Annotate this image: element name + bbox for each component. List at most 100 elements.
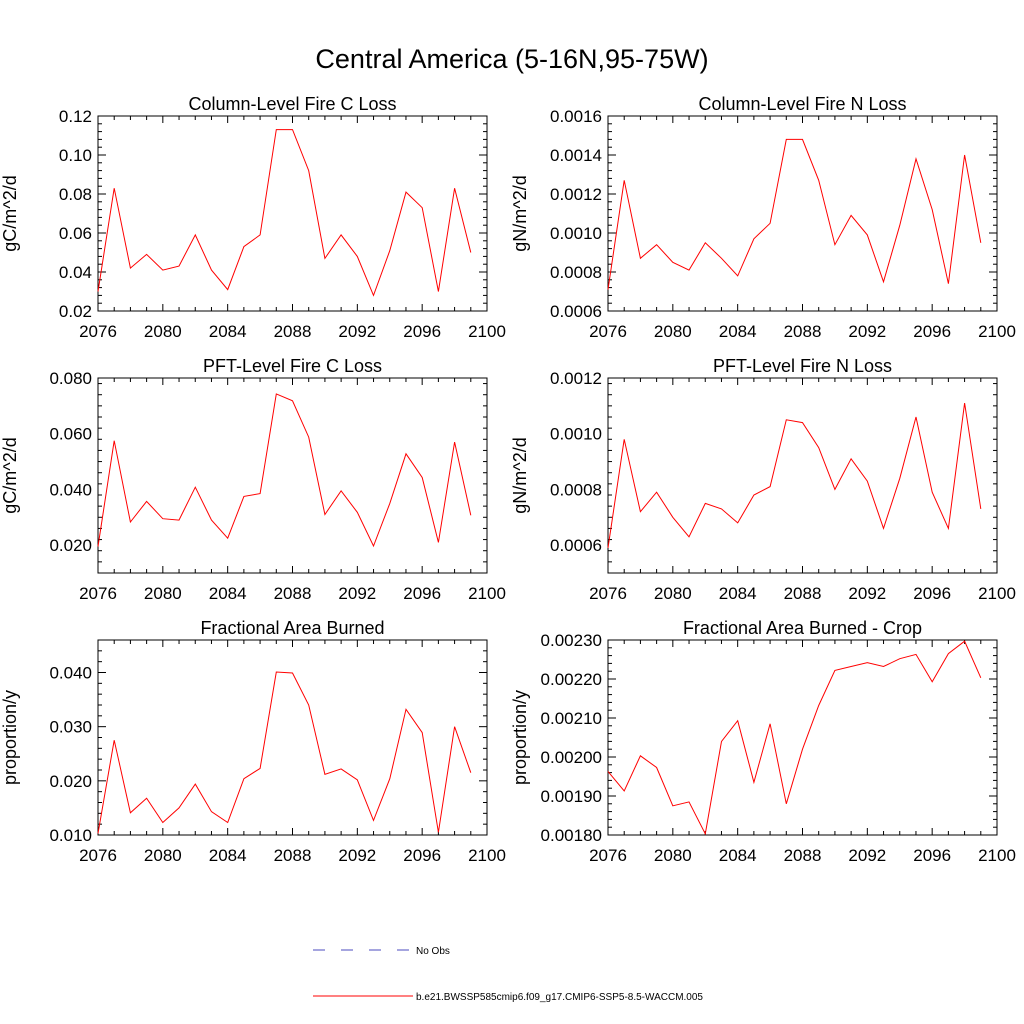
- y-tick-label: 0.08: [59, 185, 92, 204]
- x-tick-label: 2084: [209, 846, 247, 865]
- chart-panel-3: PFT-Level Fire C Loss gC/m^2/d 2076 2080 208…: [0, 356, 506, 603]
- chart-title: PFT-Level Fire C Loss: [203, 356, 382, 376]
- x-tick-label: 2088: [784, 584, 822, 603]
- x-tick-label: 2100: [978, 322, 1016, 341]
- y-tick-label: 0.080: [49, 369, 92, 388]
- y-tick-label: 0.12: [59, 107, 92, 126]
- x-tick-label: 2076: [589, 322, 627, 341]
- y-tick-label: 0.040: [49, 480, 92, 499]
- series-line: [97, 129, 472, 297]
- x-tick-label: 2088: [274, 846, 312, 865]
- chart-panel-6: Fractional Area Burned - Crop proportion/…: [510, 618, 1016, 865]
- x-tick-label: 2080: [654, 846, 692, 865]
- y-tick-label: 0.00200: [541, 748, 602, 767]
- x-tick-label: 2088: [784, 322, 822, 341]
- x-tick-label: 2096: [403, 846, 441, 865]
- x-tick-label: 2088: [784, 846, 822, 865]
- chart-panel-1: Column-Level Fire C Loss gC/m^2/d 2076 2080…: [0, 94, 506, 341]
- y-tick-label: 0.0006: [550, 536, 602, 555]
- y-axis-label: proportion/y: [0, 690, 20, 785]
- y-tick-label: 0.0008: [550, 263, 602, 282]
- x-tick-label: 2096: [913, 584, 951, 603]
- chart-title: Column-Level Fire C Loss: [188, 94, 396, 114]
- x-tick-label: 2096: [913, 846, 951, 865]
- plot-frame: [97, 377, 488, 574]
- x-tick-label: 2076: [79, 584, 117, 603]
- y-tick-label: 0.00230: [541, 631, 602, 650]
- series-line: [607, 403, 982, 548]
- chart-title: PFT-Level Fire N Loss: [713, 356, 892, 376]
- series-line: [607, 138, 982, 290]
- series-line: [607, 640, 982, 836]
- y-tick-label: 0.0010: [550, 425, 602, 444]
- chart-panel-5: Fractional Area Burned proportion/y 2076 20…: [0, 618, 506, 865]
- x-tick-label: 2100: [468, 584, 506, 603]
- plot-frame: [97, 115, 488, 312]
- x-tick-label: 2080: [144, 584, 182, 603]
- x-tick-label: 2084: [209, 584, 247, 603]
- x-tick-label: 2092: [338, 584, 376, 603]
- x-tick-label: 2076: [589, 584, 627, 603]
- chart-title: Fractional Area Burned - Crop: [683, 618, 922, 638]
- y-tick-label: 0.0010: [550, 224, 602, 243]
- x-tick-label: 2100: [468, 322, 506, 341]
- x-tick-label: 2076: [79, 846, 117, 865]
- x-tick-label: 2092: [848, 322, 886, 341]
- y-tick-label: 0.040: [49, 664, 92, 683]
- x-tick-label: 2092: [338, 322, 376, 341]
- y-tick-label: 0.00220: [541, 670, 602, 689]
- y-axis-label: gN/m^2/d: [510, 437, 530, 513]
- plot-frame: [97, 639, 488, 836]
- y-tick-label: 0.0008: [550, 480, 602, 499]
- y-tick-label: 0.010: [49, 826, 92, 845]
- x-tick-label: 2080: [654, 322, 692, 341]
- y-tick-label: 0.0012: [550, 369, 602, 388]
- chart-title: Fractional Area Burned: [200, 618, 384, 638]
- x-tick-label: 2080: [144, 846, 182, 865]
- y-tick-label: 0.060: [49, 425, 92, 444]
- y-axis-label: gN/m^2/d: [510, 175, 530, 251]
- x-tick-label: 2080: [144, 322, 182, 341]
- chart-panel-2: Column-Level Fire N Loss gN/m^2/d 2076 2080…: [510, 94, 1016, 341]
- plot-frame: [607, 377, 998, 574]
- y-tick-label: 0.020: [49, 772, 92, 791]
- y-tick-label: 0.0016: [550, 107, 602, 126]
- x-tick-label: 2100: [978, 846, 1016, 865]
- x-tick-label: 2092: [848, 584, 886, 603]
- chart-panel-4: PFT-Level Fire N Loss gN/m^2/d 2076 2080 208…: [510, 356, 1016, 603]
- x-tick-label: 2084: [719, 322, 757, 341]
- y-tick-label: 0.10: [59, 146, 92, 165]
- legend-label-model: b.e21.BWSSP585cmip6.f09_g17.CMIP6-SSP5-8…: [416, 992, 703, 1003]
- x-tick-label: 2096: [403, 584, 441, 603]
- y-tick-label: 0.04: [59, 263, 92, 282]
- y-tick-label: 0.00210: [541, 709, 602, 728]
- x-tick-label: 2076: [79, 322, 117, 341]
- x-tick-label: 2092: [338, 846, 376, 865]
- plot-frame: [607, 639, 998, 836]
- chart-title: Column-Level Fire N Loss: [698, 94, 906, 114]
- x-tick-label: 2076: [589, 846, 627, 865]
- legend: No Obs b.e21.BWSSP585cmip6.f09_g17.CMIP6…: [313, 946, 703, 1003]
- y-tick-label: 0.030: [49, 718, 92, 737]
- y-tick-label: 0.020: [49, 536, 92, 555]
- y-axis-label: proportion/y: [510, 690, 530, 785]
- x-tick-label: 2088: [274, 584, 312, 603]
- y-tick-label: 0.00180: [541, 826, 602, 845]
- y-tick-label: 0.06: [59, 224, 92, 243]
- x-tick-label: 2100: [978, 584, 1016, 603]
- x-tick-label: 2096: [913, 322, 951, 341]
- x-tick-label: 2100: [468, 846, 506, 865]
- x-tick-label: 2092: [848, 846, 886, 865]
- x-tick-label: 2084: [719, 846, 757, 865]
- x-tick-label: 2088: [274, 322, 312, 341]
- y-tick-label: 0.0006: [550, 302, 602, 321]
- y-axis-label: gC/m^2/d: [0, 437, 20, 513]
- legend-label-no-obs: No Obs: [416, 946, 450, 957]
- x-tick-label: 2084: [209, 322, 247, 341]
- y-tick-label: 0.0014: [550, 146, 602, 165]
- x-tick-label: 2096: [403, 322, 441, 341]
- plot-frame: [607, 115, 998, 312]
- x-tick-label: 2084: [719, 584, 757, 603]
- y-tick-label: 0.0012: [550, 185, 602, 204]
